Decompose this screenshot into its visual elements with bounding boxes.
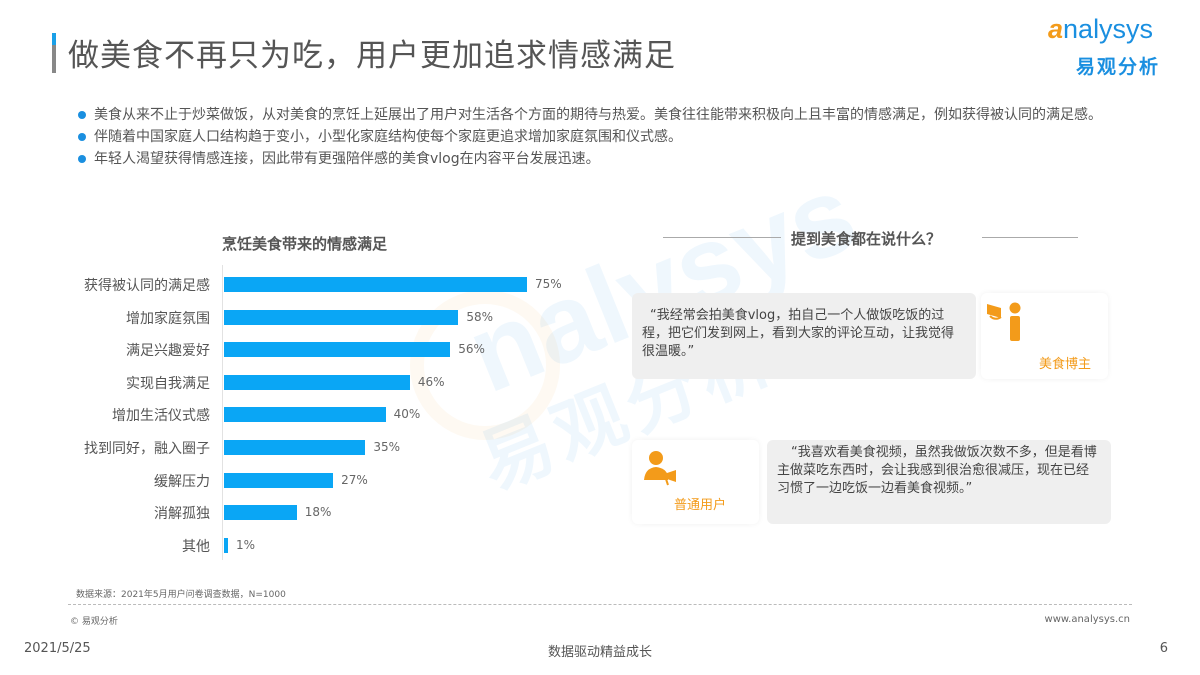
bar-value: 27% — [341, 472, 368, 487]
logo-en: analysys — [1048, 14, 1154, 44]
bullet-item: 美食从来不止于炒菜做饭，从对美食的烹饪上延展出了用户对生活各个方面的期待与热爱。… — [78, 104, 1128, 126]
user-megaphone-icon — [644, 451, 676, 486]
footer-slogan: 数据驱动精益成长 — [547, 645, 652, 660]
bar-label: 增加家庭氛围 — [126, 310, 210, 327]
bar-row: 增加生活仪式感 40% — [0, 407, 620, 425]
page-number: 6 — [1159, 641, 1168, 656]
bar-value: 1% — [236, 537, 256, 552]
bar-value: 35% — [373, 440, 401, 454]
role-label: 普通用户 — [674, 498, 727, 513]
bar — [224, 440, 366, 455]
role-label: 美食博主 — [1039, 357, 1092, 372]
bar-value: 18% — [304, 505, 332, 520]
role-card-user: 普通用户 — [632, 440, 759, 524]
bar — [224, 342, 451, 358]
bar-label: 缓解压力 — [154, 473, 210, 490]
bar-row: 实现自我满足 46% — [0, 374, 620, 392]
bar — [224, 537, 229, 553]
chart-axis — [222, 265, 223, 560]
page-title: 做美食不再只为吃，用户更加追求情感满足 — [68, 38, 676, 74]
bar — [224, 505, 297, 521]
quotes-section-header: 提到美食都在说什么？ — [663, 228, 1078, 248]
website-link[interactable]: www.analysys.cn — [1044, 614, 1130, 625]
logo-cn: 易观分析 — [1076, 56, 1161, 78]
logo: analysys 易观分析 — [1048, 14, 1178, 84]
dashed-divider — [68, 604, 1132, 605]
bullet-item: 年轻人渴望获得情感连接，因此带有更强陪伴感的美食vlog在内容平台发展迅速。 — [78, 148, 1128, 170]
bar-row: 满足兴趣爱好 56% — [0, 342, 620, 360]
bar — [224, 374, 410, 390]
bar — [224, 309, 459, 325]
footer-date: 2021/5/25 — [24, 641, 91, 656]
bar-value: 58% — [466, 309, 493, 324]
copyright: © 易观分析 — [70, 617, 118, 627]
bar-value: 40% — [393, 407, 421, 422]
bar-value: 75% — [535, 277, 562, 291]
title-accent-bar — [52, 33, 56, 73]
bar-row: 增加家庭氛围 58% — [0, 309, 620, 327]
bar-row: 获得被认同的满足感 75% — [0, 277, 620, 294]
bar-label: 实现自我满足 — [126, 375, 210, 392]
bar — [224, 407, 386, 423]
megaphone-person-icon — [987, 302, 1021, 341]
bar-row: 缓解压力 27% — [0, 472, 620, 490]
bar-label: 其他 — [182, 538, 210, 555]
bar — [224, 277, 527, 292]
divider — [663, 237, 781, 238]
quotes-section-title: 提到美食都在说什么？ — [791, 230, 942, 248]
bar-label: 获得被认同的满足感 — [84, 278, 210, 294]
role-card-blogger: 美食博主 — [981, 293, 1108, 379]
bar-row: 其他 1% — [0, 537, 620, 555]
chart-title: 烹饪美食带来的情感满足 — [222, 235, 388, 253]
bullet-list: 美食从来不止于炒菜做饭，从对美食的烹饪上延展出了用户对生活各个方面的期待与热爱。… — [78, 104, 1128, 170]
quote-blogger: “我经常会拍美食vlog，拍自己一个人做饭吃饭的过程，把它们发到网上，看到大家的… — [632, 293, 976, 379]
bar — [224, 472, 334, 488]
bar-label: 增加生活仪式感 — [112, 408, 210, 425]
divider — [982, 237, 1078, 238]
bar-row: 找到同好，融入圈子 35% — [0, 440, 620, 457]
bar-value: 46% — [417, 374, 445, 389]
bar-value: 56% — [458, 342, 485, 357]
bar-label: 满足兴趣爱好 — [126, 343, 210, 360]
bar-row: 消解孤独 18% — [0, 505, 620, 523]
bar-label: 找到同好，融入圈子 — [84, 441, 210, 457]
quote-user: “我喜欢看美食视频，虽然我做饭次数不多，但是看博主做菜吃东西时，会让我感到很治愈… — [767, 440, 1111, 524]
data-source: 数据来源：2021年5月用户问卷调查数据，N=1000 — [76, 590, 286, 600]
bullet-item: 伴随着中国家庭人口结构趋于变小，小型化家庭结构使每个家庭更追求增加家庭氛围和仪式… — [78, 126, 1128, 148]
bar-label: 消解孤独 — [154, 506, 210, 523]
